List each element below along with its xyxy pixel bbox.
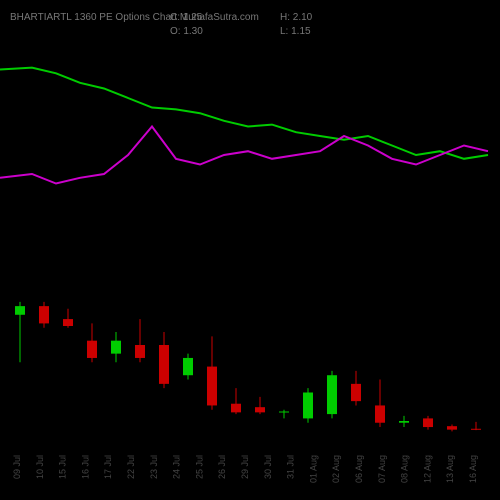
x-axis-label: 07 Aug — [377, 455, 387, 483]
x-axis-label: 25 Jul — [194, 455, 204, 479]
x-axis-label: 09 Jul — [12, 455, 22, 479]
candle-body — [351, 384, 361, 401]
candle-body — [279, 412, 289, 413]
candle-body — [255, 407, 265, 412]
candle-body — [87, 341, 97, 358]
candle-body — [399, 421, 409, 423]
x-axis-label: 01 Aug — [308, 455, 318, 483]
x-axis-label: 24 Jul — [172, 455, 182, 479]
x-axis-label: 06 Aug — [354, 455, 364, 483]
candle-body — [183, 358, 193, 375]
candle-body — [39, 306, 49, 323]
high-value: H: 2.10 — [280, 12, 313, 23]
candle-body — [423, 418, 433, 427]
x-axis-label: 22 Jul — [126, 455, 136, 479]
x-axis-label: 08 Aug — [400, 455, 410, 483]
x-axis-label: 30 Jul — [263, 455, 273, 479]
options-chart: BHARTIARTL 1360 PE Options Chart MunafaS… — [0, 0, 500, 500]
x-axis-label: 29 Jul — [240, 455, 250, 479]
candle-body — [111, 341, 121, 354]
open-value: O: 1.30 — [170, 26, 203, 37]
low-value: L: 1.15 — [280, 26, 311, 37]
candle-body — [207, 367, 217, 406]
x-axis-label: 26 Jul — [217, 455, 227, 479]
close-value: C: 1.25 — [170, 12, 203, 23]
candle-body — [63, 319, 73, 326]
candle-body — [231, 404, 241, 413]
candle-body — [303, 393, 313, 419]
chart-svg: BHARTIARTL 1360 PE Options Chart MunafaS… — [0, 0, 500, 500]
candle-body — [135, 345, 145, 358]
x-axis-label: 16 Jul — [80, 455, 90, 479]
candle-body — [327, 375, 337, 414]
x-axis-label: 02 Aug — [331, 455, 341, 483]
x-axis-label: 10 Jul — [35, 455, 45, 479]
x-axis-label: 12 Aug — [422, 455, 432, 483]
x-axis-label: 17 Jul — [103, 455, 113, 479]
x-axis-label: 16 Aug — [468, 455, 478, 483]
candle-body — [471, 429, 481, 430]
x-axis-label: 23 Jul — [149, 455, 159, 479]
x-axis-label: 31 Jul — [286, 455, 296, 479]
x-axis-label: 15 Jul — [58, 455, 68, 479]
candle-body — [15, 306, 25, 315]
candle-body — [159, 345, 169, 384]
candle-body — [375, 405, 385, 422]
x-axis-label: 13 Aug — [445, 455, 455, 483]
candle-body — [447, 426, 457, 429]
chart-title: BHARTIARTL 1360 PE Options Chart MunafaS… — [10, 12, 259, 23]
